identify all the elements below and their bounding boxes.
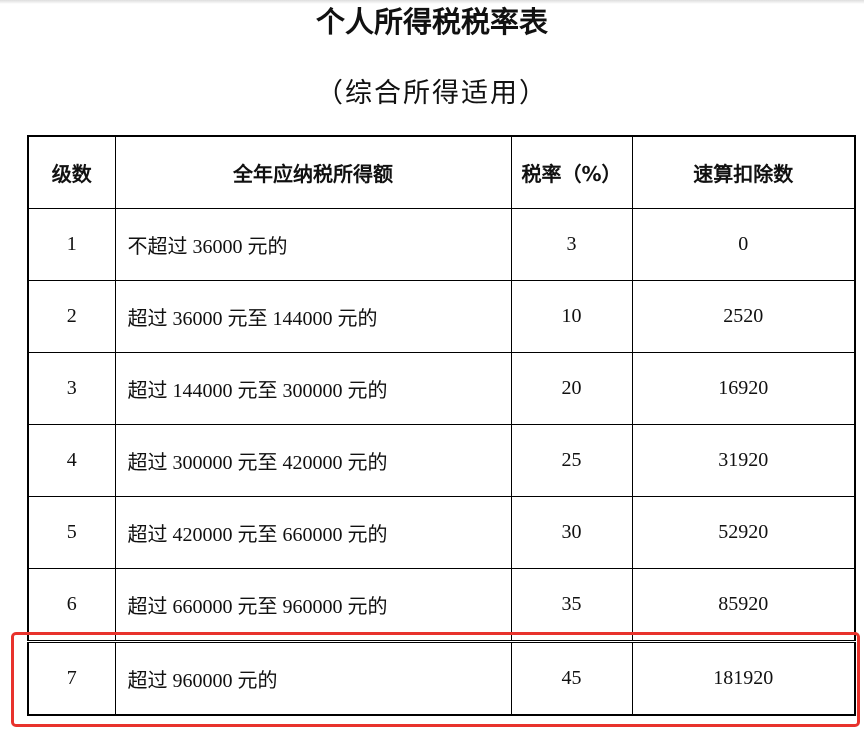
cell-rate: 10	[510, 280, 633, 353]
header-range: 全年应纳税所得额	[114, 135, 512, 209]
table-row: 6 超过 660000 元至 960000 元的 35 85920	[27, 568, 856, 642]
table-row: 7 超过 960000 元的 45 181920	[27, 640, 856, 716]
header-level: 级数	[27, 135, 116, 209]
table-row: 1 不超过 36000 元的 3 0	[27, 208, 856, 281]
cell-range: 超过 36000 元至 144000 元的	[114, 280, 512, 353]
table-row: 2 超过 36000 元至 144000 元的 10 2520	[27, 280, 856, 353]
cell-range: 超过 300000 元至 420000 元的	[114, 424, 512, 497]
cell-level: 1	[27, 208, 116, 281]
cell-deduction: 0	[631, 208, 856, 281]
header-rate: 税率（%）	[510, 135, 633, 209]
cell-deduction: 31920	[631, 424, 856, 497]
cell-level: 7	[27, 640, 116, 716]
cell-range: 超过 660000 元至 960000 元的	[114, 568, 512, 642]
cell-rate: 25	[510, 424, 633, 497]
cell-range: 超过 960000 元的	[114, 640, 512, 716]
table-row: 5 超过 420000 元至 660000 元的 30 52920	[27, 496, 856, 569]
cell-level: 3	[27, 352, 116, 425]
cell-deduction: 181920	[631, 640, 856, 716]
cell-rate: 45	[510, 640, 633, 716]
cell-rate: 35	[510, 568, 633, 642]
cell-rate: 3	[510, 208, 633, 281]
cell-level: 2	[27, 280, 116, 353]
cell-level: 6	[27, 568, 116, 642]
table-row: 3 超过 144000 元至 300000 元的 20 16920	[27, 352, 856, 425]
table-row: 4 超过 300000 元至 420000 元的 25 31920	[27, 424, 856, 497]
cell-range: 超过 420000 元至 660000 元的	[114, 496, 512, 569]
cell-deduction: 2520	[631, 280, 856, 353]
page-subtitle: （综合所得适用）	[316, 78, 548, 109]
cell-level: 4	[27, 424, 116, 497]
page-title: 个人所得税税率表	[315, 5, 548, 39]
cell-deduction: 85920	[631, 568, 856, 642]
header-deduction: 速算扣除数	[631, 135, 856, 209]
cell-range: 不超过 36000 元的	[114, 208, 512, 281]
page-top-shadow	[0, 0, 864, 4]
cell-rate: 20	[510, 352, 633, 425]
cell-level: 5	[27, 496, 116, 569]
tax-rate-table: 级数 全年应纳税所得额 税率（%） 速算扣除数 1 不超过 36000 元的 3 0 2…	[27, 135, 856, 716]
cell-rate: 30	[510, 496, 633, 569]
cell-deduction: 52920	[631, 496, 856, 569]
highlight-box	[11, 632, 860, 727]
cell-deduction: 16920	[631, 352, 856, 425]
table-header-row: 级数 全年应纳税所得额 税率（%） 速算扣除数	[27, 135, 856, 209]
cell-range: 超过 144000 元至 300000 元的	[114, 352, 512, 425]
